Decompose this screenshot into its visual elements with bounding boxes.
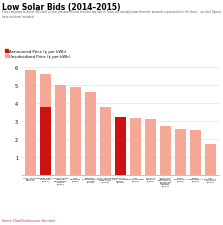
Bar: [55, 86, 66, 176]
Bar: [100, 108, 111, 176]
Text: Low Solar Bids (2014–2015): Low Solar Bids (2014–2015): [2, 3, 121, 12]
Bar: [85, 93, 96, 176]
Text: Prices adjusted to dollar (US cent) of year presented (note that the low bids in: Prices adjusted to dollar (US cent) of y…: [2, 10, 221, 19]
Bar: [130, 119, 141, 176]
Bar: [160, 127, 171, 176]
Bar: [205, 144, 216, 176]
Legend: Announced Price (¢ per kWh), Unsubsidized Price (¢ per kWh): Announced Price (¢ per kWh), Unsubsidize…: [4, 49, 70, 59]
Bar: [25, 70, 36, 176]
Bar: [175, 130, 186, 176]
Bar: [190, 130, 200, 176]
Bar: [40, 108, 51, 176]
Bar: [145, 120, 156, 176]
Bar: [70, 87, 81, 176]
Bar: [40, 75, 51, 176]
Bar: [115, 118, 126, 176]
Bar: [115, 118, 126, 176]
Text: Source: CleanTechnica.com (the chart): Source: CleanTechnica.com (the chart): [2, 218, 56, 222]
